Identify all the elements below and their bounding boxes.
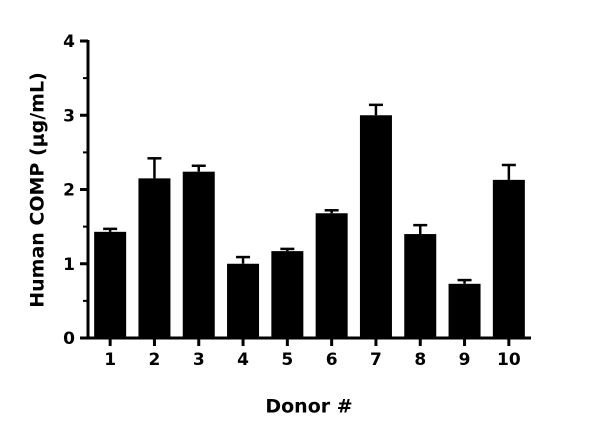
bar <box>448 283 481 338</box>
y-tick-label: 2 <box>63 181 75 201</box>
bar <box>315 213 348 338</box>
bar <box>492 179 525 338</box>
y-tick-label: 3 <box>63 106 75 126</box>
x-tick-label: 3 <box>193 350 205 370</box>
bar <box>359 115 392 338</box>
bar <box>94 231 127 338</box>
y-tick-label: 1 <box>63 255 75 275</box>
x-tick-label: 10 <box>497 350 521 370</box>
x-axis-title: Donor # <box>265 396 352 418</box>
bar <box>138 178 171 338</box>
bar <box>404 234 437 338</box>
x-tick-label: 6 <box>326 350 338 370</box>
x-tick-label: 7 <box>370 350 382 370</box>
x-tick-label: 1 <box>104 350 116 370</box>
bar <box>182 171 215 338</box>
y-axis-title: Human COMP (μg/mL) <box>27 72 49 308</box>
x-tick-label: 9 <box>459 350 471 370</box>
x-tick-label: 5 <box>281 350 293 370</box>
bar <box>271 251 304 338</box>
x-tick-label: 4 <box>237 350 249 370</box>
y-tick-label: 4 <box>63 32 75 52</box>
bar <box>227 263 260 338</box>
x-tick-label: 2 <box>149 350 161 370</box>
y-tick-label: 0 <box>63 329 75 349</box>
x-tick-label: 8 <box>414 350 426 370</box>
